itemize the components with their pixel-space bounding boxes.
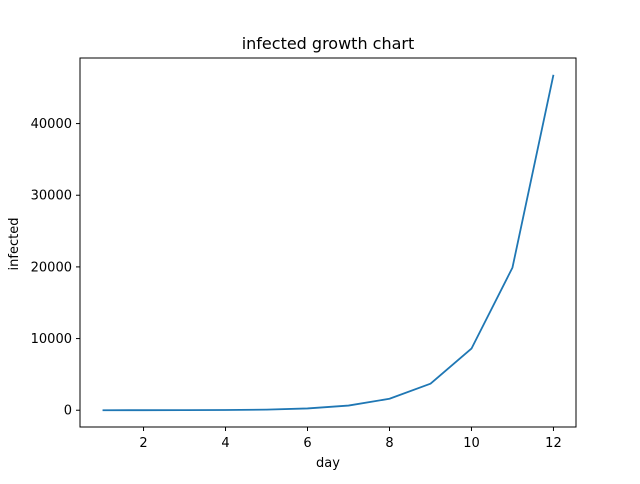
chart-title: infected growth chart	[242, 34, 415, 53]
y-tick-label: 20000	[31, 260, 72, 275]
y-axis-label: infected	[7, 218, 22, 271]
x-tick-label: 8	[385, 436, 393, 451]
axes: 2 4 6 8 10 12 0 10000 20000 30000 40000	[31, 57, 577, 451]
y-tick-label: 30000	[31, 189, 72, 204]
x-tick-label: 10	[463, 436, 480, 451]
y-tick-label: 0	[64, 404, 72, 419]
series-line-0	[102, 74, 555, 412]
x-tick-label: 2	[139, 436, 147, 451]
x-axis-label: day	[316, 456, 340, 471]
y-tick-label: 40000	[31, 117, 72, 132]
plot-area	[102, 74, 555, 412]
axes-frame	[79, 57, 577, 428]
y-tick-label: 10000	[31, 332, 72, 347]
x-tick-label: 6	[303, 436, 311, 451]
x-tick-label: 12	[545, 436, 562, 451]
x-tick-label: 4	[221, 436, 229, 451]
